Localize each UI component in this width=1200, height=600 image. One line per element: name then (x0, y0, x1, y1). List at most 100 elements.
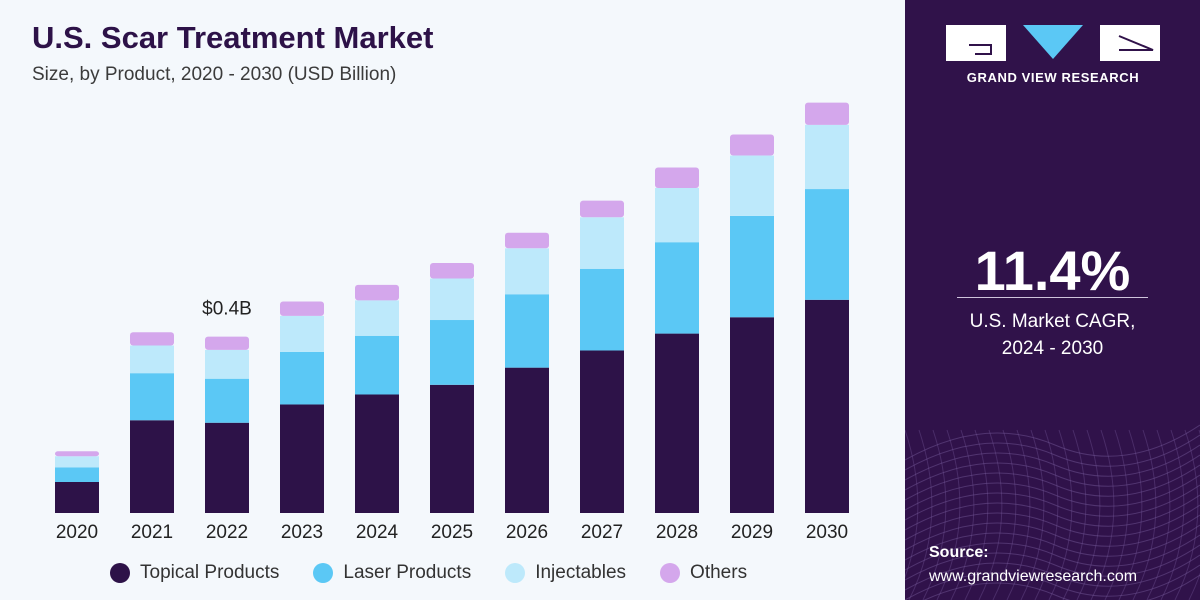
legend-swatch-icon (313, 563, 334, 583)
bar-laser-products-2022 (205, 378, 249, 423)
x-tick-label-2025: 2025 (431, 522, 473, 543)
bar-topical-products-2027 (580, 350, 624, 513)
legend-swatch-icon (110, 563, 130, 583)
legend-label: Injectables (535, 562, 627, 583)
x-tick-label-2026: 2026 (506, 522, 548, 543)
bar-injectables-2024 (355, 300, 399, 336)
mesh-line (905, 544, 1200, 581)
mesh-line (1006, 429, 1031, 600)
bar-others-2026 (505, 232, 549, 249)
mesh-line (905, 454, 1200, 491)
legend-item-laser-products: Laser Products (313, 562, 471, 584)
cagr-label-line1: U.S. Market CAGR, (969, 311, 1136, 332)
bar-laser-products-2025 (430, 320, 474, 385)
mesh-line (905, 494, 1200, 531)
brand-name: GRAND VIEW RESEARCH (966, 70, 1140, 85)
mesh-line (950, 429, 975, 600)
stacked-bar-chart: 2020 2021 2022 $0.4B 2023 2024 2025 2026 2027 202… (55, 102, 849, 543)
legend-item-topical-products: Topical Products (110, 562, 279, 584)
bar-injectables-2026 (505, 248, 549, 295)
mesh-line (905, 524, 1200, 561)
legend-item-injectables: Injectables (505, 562, 626, 584)
mesh-line (1062, 429, 1087, 600)
mesh-line (905, 514, 1200, 551)
mesh-line (905, 464, 1200, 501)
x-tick-label-2020: 2020 (56, 522, 98, 543)
cagr-value: 11.4% (974, 239, 1131, 302)
mesh-line (908, 429, 933, 600)
data-label-2022: $0.4B (202, 299, 252, 320)
bar-laser-products-2029 (730, 215, 774, 318)
mesh-line (1174, 429, 1199, 600)
bar-topical-products-2022 (205, 422, 249, 513)
bar-injectables-2021 (130, 345, 174, 374)
x-tick-label-2029: 2029 (731, 522, 773, 543)
bar-others-2023 (280, 301, 324, 316)
chart-panel: U.S. Scar Treatment Market Size, by Prod… (32, 20, 849, 584)
bar-topical-products-2025 (430, 384, 474, 513)
mesh-line (1118, 429, 1143, 600)
mesh-line (936, 429, 961, 600)
mesh-line (992, 429, 1017, 600)
bar-others-2025 (430, 262, 474, 279)
bar-others-2028 (655, 167, 699, 188)
x-tick-label-2030: 2030 (806, 522, 848, 543)
bar-others-2021 (130, 332, 174, 346)
bar-topical-products-2030 (805, 299, 849, 513)
bar-others-2030 (805, 102, 849, 125)
bar-injectables-2030 (805, 124, 849, 190)
mesh-line (978, 429, 1003, 600)
mesh-line (1090, 429, 1115, 600)
bar-injectables-2028 (655, 187, 699, 243)
source-url[interactable]: www.grandviewresearch.com (929, 568, 1138, 585)
legend-label: Laser Products (343, 562, 472, 583)
mesh-line (1034, 429, 1059, 600)
bar-injectables-2029 (730, 155, 774, 216)
wave-mesh-decoration (905, 424, 1200, 600)
mesh-line (1188, 429, 1200, 600)
mesh-line (1104, 429, 1129, 600)
x-tick-label-2024: 2024 (356, 522, 399, 543)
source-label: Source: (929, 544, 989, 561)
bar-laser-products-2023 (280, 351, 324, 405)
mesh-line (905, 424, 1200, 461)
bar-topical-products-2028 (655, 333, 699, 513)
chart-subtitle: Size, by Product, 2020 - 2030 (USD Billi… (32, 64, 397, 85)
bar-topical-products-2023 (280, 404, 324, 513)
bar-laser-products-2026 (505, 294, 549, 368)
bar-laser-products-2020 (55, 467, 99, 482)
bar-laser-products-2030 (805, 189, 849, 300)
bar-injectables-2025 (430, 278, 474, 321)
logo-mark-icon (946, 25, 1160, 61)
mesh-line (1132, 429, 1157, 600)
bar-others-2024 (355, 284, 399, 301)
legend-label: Others (690, 562, 748, 583)
mesh-line (905, 474, 1200, 511)
mesh-line (905, 444, 1200, 481)
x-tick-label-2023: 2023 (281, 522, 323, 543)
mesh-line (905, 434, 1200, 471)
cagr-divider (957, 297, 1148, 298)
legend-label: Topical Products (140, 562, 280, 583)
bar-injectables-2020 (55, 456, 99, 468)
chart-legend: Topical Products Laser Products Injectable… (110, 562, 747, 584)
mesh-line (905, 564, 1200, 600)
bar-laser-products-2021 (130, 373, 174, 421)
legend-swatch-icon (660, 563, 681, 583)
cagr-label: U.S. Market CAGR, 2024 - 2030 (905, 308, 1200, 362)
bar-injectables-2022 (205, 349, 249, 379)
chart-title: U.S. Scar Treatment Market (32, 20, 434, 55)
mesh-line (964, 429, 989, 600)
mesh-line (1048, 429, 1073, 600)
bar-laser-products-2027 (580, 268, 624, 351)
bar-injectables-2023 (280, 315, 324, 352)
mesh-line (905, 504, 1200, 541)
bar-others-2027 (580, 200, 624, 218)
bar-others-2022 (205, 336, 249, 350)
bar-topical-products-2026 (505, 367, 549, 513)
mesh-line (905, 554, 1200, 591)
mesh-line (905, 534, 1200, 571)
bar-laser-products-2024 (355, 335, 399, 395)
x-tick-label-2028: 2028 (656, 522, 698, 543)
